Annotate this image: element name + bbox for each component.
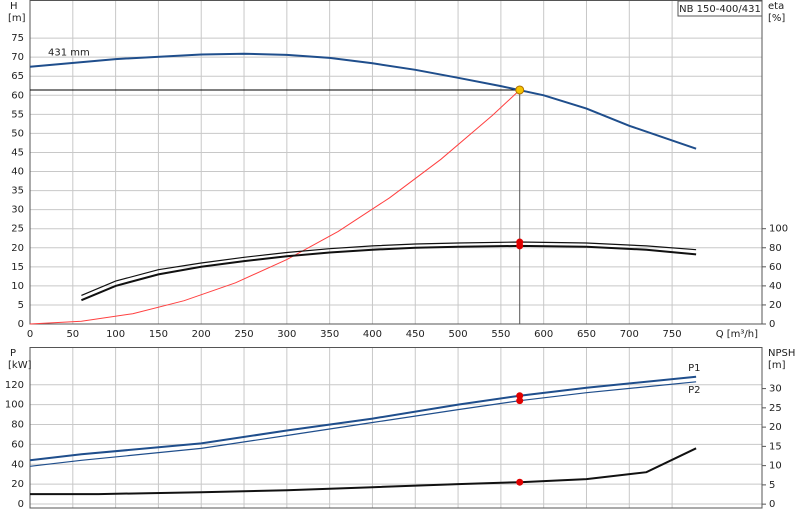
- x-tick-label: 350: [320, 329, 339, 340]
- y2-tick-label: 40: [769, 281, 782, 292]
- curve-label: P2: [688, 385, 700, 396]
- y-tick-label: 45: [11, 147, 24, 158]
- y2-axis-label: eta: [768, 1, 784, 12]
- y-tick-label: 0: [18, 319, 24, 330]
- y-tick-label: 20: [11, 479, 24, 490]
- y-axis-unit: [kW]: [8, 360, 32, 371]
- marker: [516, 392, 524, 400]
- curve-label: P1: [688, 363, 700, 374]
- duty-point: [515, 85, 525, 95]
- y-tick-label: 70: [11, 52, 24, 63]
- y-tick-label: 25: [11, 224, 24, 235]
- marker: [516, 242, 524, 250]
- y2-tick-label: 15: [769, 441, 782, 452]
- y2-axis-label: NPSH: [768, 348, 795, 359]
- y-tick-label: 15: [11, 262, 24, 273]
- y-tick-label: 80: [11, 420, 24, 431]
- title-box: [677, 0, 763, 17]
- x-tick-label: 50: [66, 329, 79, 340]
- curve: [29, 381, 697, 467]
- chart-title: NB 150-400/431: [679, 4, 761, 15]
- x-tick-label: 750: [663, 329, 682, 340]
- y2-tick-label: 0: [769, 319, 775, 330]
- marker: [516, 478, 524, 486]
- y-axis-label: P: [10, 348, 16, 359]
- y-axis-unit: [m]: [8, 13, 26, 24]
- y2-tick-label: 30: [769, 384, 782, 395]
- y2-tick-label: 20: [769, 300, 782, 311]
- y-tick-label: 65: [11, 71, 24, 82]
- x-tick-label: 550: [491, 329, 510, 340]
- x-tick-label: 200: [192, 329, 211, 340]
- y-tick-label: 60: [11, 90, 24, 101]
- y2-tick-label: 100: [769, 224, 788, 235]
- y2-tick-label: 20: [769, 422, 782, 433]
- y-tick-label: 60: [11, 439, 24, 450]
- x-tick-label: 250: [234, 329, 253, 340]
- y-tick-label: 50: [11, 128, 24, 139]
- curve: [29, 52, 697, 150]
- marker: [516, 397, 524, 405]
- plot-frame: [29, 0, 763, 325]
- x-axis-label: Q [m³/h]: [716, 329, 758, 340]
- y2-tick-label: 5: [769, 480, 775, 491]
- y-tick-label: 100: [5, 400, 24, 411]
- x-tick-label: 150: [149, 329, 168, 340]
- y-tick-label: 35: [11, 186, 24, 197]
- curve: [81, 244, 697, 302]
- x-tick-label: 450: [406, 329, 425, 340]
- y2-tick-label: 80: [769, 243, 782, 254]
- curve: [29, 375, 697, 462]
- y-tick-label: 0: [18, 499, 24, 510]
- y2-axis-unit: [%]: [768, 13, 785, 24]
- y-tick-label: 5: [18, 300, 24, 311]
- curve-label: 431 mm: [48, 48, 90, 59]
- y2-axis-unit: [m]: [768, 360, 786, 371]
- curve: [29, 89, 521, 325]
- x-tick-label: 600: [534, 329, 553, 340]
- x-tick-label: 0: [27, 329, 33, 340]
- x-tick-label: 700: [620, 329, 639, 340]
- y-tick-label: 10: [11, 281, 24, 292]
- y-tick-label: 75: [11, 33, 24, 44]
- y2-tick-label: 60: [769, 262, 782, 273]
- y2-tick-label: 0: [769, 499, 775, 510]
- x-tick-label: 650: [577, 329, 596, 340]
- plot-frame: [29, 347, 763, 509]
- x-tick-label: 500: [449, 329, 468, 340]
- y2-tick-label: 10: [769, 461, 782, 472]
- x-tick-label: 100: [106, 329, 125, 340]
- y-axis-label: H: [10, 1, 18, 12]
- y-tick-label: 55: [11, 109, 24, 120]
- y-tick-label: 20: [11, 243, 24, 254]
- y-tick-label: 40: [11, 459, 24, 470]
- curve: [81, 241, 697, 296]
- y-tick-label: 120: [5, 380, 24, 391]
- y-tick-label: 40: [11, 167, 24, 178]
- y2-tick-label: 25: [769, 403, 782, 414]
- x-tick-label: 300: [277, 329, 296, 340]
- x-tick-label: 400: [363, 329, 382, 340]
- curve: [30, 447, 697, 496]
- y-tick-label: 30: [11, 205, 24, 216]
